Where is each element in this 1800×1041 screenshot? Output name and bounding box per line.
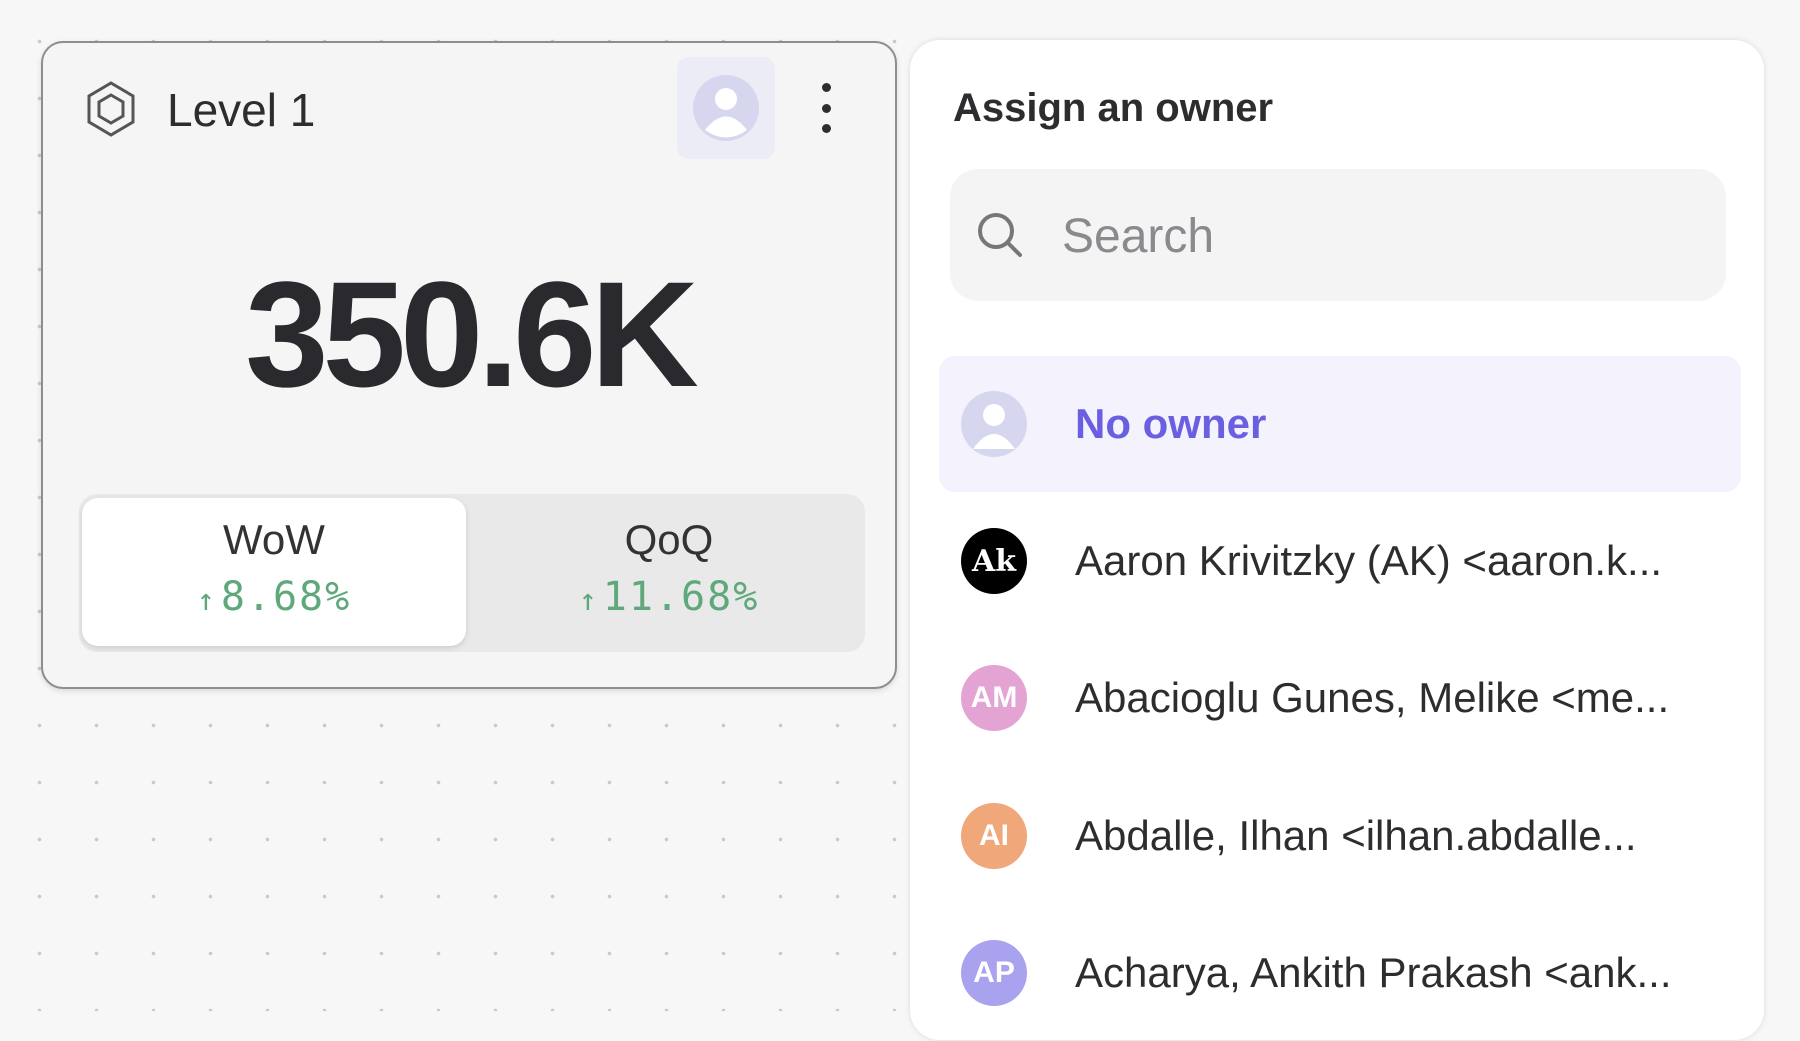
avatar: Ak — [961, 528, 1027, 594]
more-options-icon[interactable] — [813, 83, 839, 133]
owner-name: Abacioglu Gunes, Melike <me... — [1075, 674, 1670, 721]
card-title: Level 1 — [167, 84, 316, 136]
owner-name: No owner — [1075, 400, 1267, 447]
owner-option[interactable]: AI Abdalle, Ilhan <ilhan.abdalle... — [939, 768, 1741, 904]
dropdown-title: Assign an owner — [953, 86, 1274, 130]
hexagon-icon — [87, 81, 135, 137]
arrow-up-icon: ↑ — [578, 583, 599, 618]
search-box[interactable] — [950, 169, 1726, 301]
assign-owner-dropdown: Assign an owner No owner Ak Aaron Krivit… — [910, 40, 1764, 1040]
tab-wow[interactable]: WoW ↑ 8.68% — [82, 498, 466, 646]
qoq-change: 11.68% — [602, 574, 760, 620]
owner-option-no-owner[interactable]: No owner — [939, 356, 1741, 492]
search-icon — [978, 213, 1022, 257]
owner-option[interactable]: Ak Aaron Krivitzky (AK) <aaron.k... — [939, 493, 1741, 629]
avatar: AP — [961, 940, 1027, 1006]
search-input[interactable] — [1060, 199, 1704, 273]
assign-owner-button[interactable] — [677, 57, 775, 159]
comparison-toggle: WoW ↑ 8.68% QoQ ↑ 11.68% — [79, 494, 865, 652]
user-avatar-icon — [693, 75, 759, 141]
qoq-label: QoQ — [624, 516, 714, 563]
user-avatar-icon — [961, 391, 1027, 457]
owner-option[interactable]: AP Acharya, Ankith Prakash <ank... — [939, 905, 1741, 1041]
owner-name: Abdalle, Ilhan <ilhan.abdalle... — [1075, 812, 1637, 859]
avatar: AI — [961, 803, 1027, 869]
metric-card[interactable]: Level 1 350.6K WoW ↑ 8.68% QoQ ↑ 11.68% — [41, 41, 897, 689]
owner-option[interactable]: AM Abacioglu Gunes, Melike <me... — [939, 630, 1741, 766]
avatar: AM — [961, 665, 1027, 731]
owner-name: Acharya, Ankith Prakash <ank... — [1075, 949, 1672, 996]
arrow-up-icon: ↑ — [196, 583, 217, 618]
owner-name: Aaron Krivitzky (AK) <aaron.k... — [1075, 537, 1663, 584]
wow-label: WoW — [223, 516, 325, 563]
metric-value: 350.6K — [245, 250, 699, 418]
tab-qoq[interactable]: QoQ ↑ 11.68% — [477, 498, 861, 646]
wow-change: 8.68% — [220, 574, 352, 620]
